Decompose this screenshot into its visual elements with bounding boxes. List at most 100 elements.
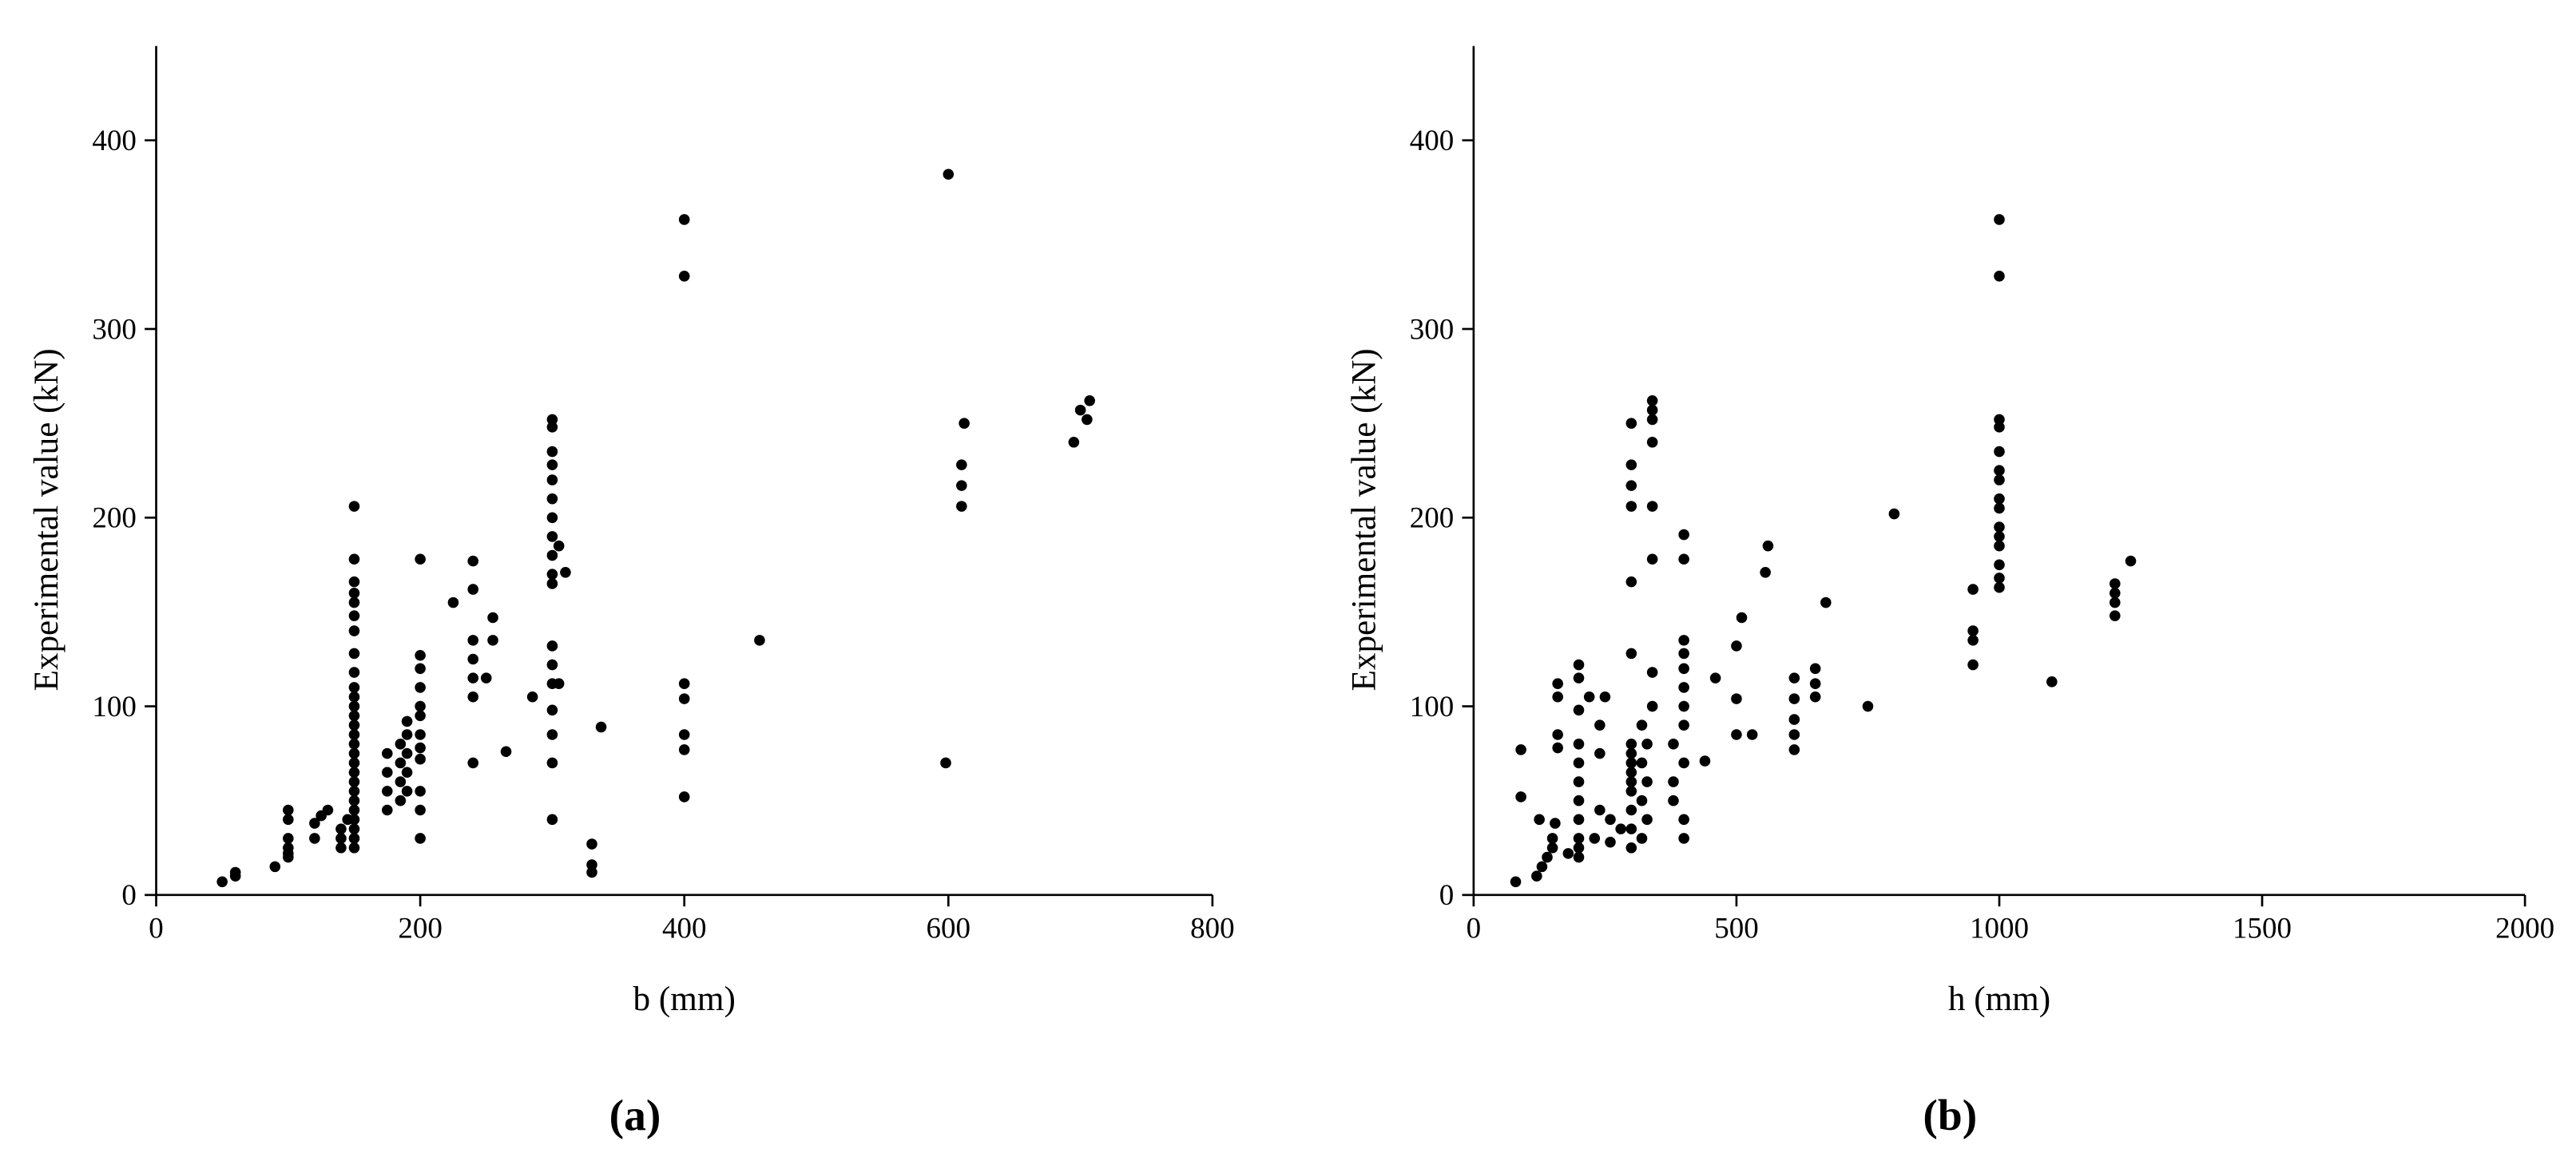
- data-point: [1625, 786, 1637, 797]
- data-point: [395, 757, 407, 769]
- data-point: [1820, 596, 1832, 608]
- x-tick-label: 2000: [2495, 912, 2554, 945]
- data-point: [415, 663, 426, 675]
- data-point: [1531, 870, 1542, 882]
- data-point: [1573, 704, 1585, 716]
- data-point: [546, 422, 558, 433]
- data-point: [348, 804, 360, 816]
- data-point: [1552, 742, 1563, 754]
- data-point: [1678, 719, 1689, 731]
- data-point: [1625, 501, 1637, 512]
- data-point: [1573, 851, 1585, 863]
- data-point: [348, 576, 360, 588]
- data-point: [1760, 567, 1771, 578]
- data-point: [1678, 700, 1689, 712]
- x-tick-label: 200: [398, 912, 443, 945]
- data-point: [1888, 508, 1900, 520]
- data-point: [1788, 693, 1800, 704]
- data-point: [1646, 501, 1658, 512]
- data-point: [415, 753, 426, 765]
- data-point: [1994, 422, 2005, 433]
- data-point: [1994, 493, 2005, 505]
- data-point: [348, 610, 360, 621]
- y-tick-label: 100: [92, 691, 137, 723]
- data-point: [480, 672, 492, 684]
- data-point: [1994, 414, 2005, 426]
- data-point: [586, 859, 597, 870]
- data-point: [678, 729, 690, 740]
- data-point: [269, 861, 281, 873]
- data-point: [678, 271, 690, 282]
- data-point: [1573, 757, 1585, 769]
- data-point: [1736, 612, 1748, 624]
- data-point: [1646, 700, 1658, 712]
- data-point: [1678, 529, 1689, 541]
- data-point: [395, 794, 407, 806]
- data-point: [348, 710, 360, 722]
- data-point: [1668, 739, 1679, 750]
- data-point: [1994, 521, 2005, 533]
- data-point: [348, 596, 360, 608]
- data-point: [546, 729, 558, 740]
- data-point: [467, 653, 479, 665]
- data-point: [546, 512, 558, 524]
- data-point: [467, 757, 479, 769]
- data-point: [348, 719, 360, 731]
- data-point: [1641, 739, 1653, 750]
- data-point: [348, 700, 360, 712]
- y-tick-label: 0: [121, 879, 137, 912]
- data-point: [401, 729, 413, 740]
- data-point: [415, 700, 426, 712]
- data-point: [754, 635, 765, 646]
- data-point: [1605, 814, 1616, 826]
- data-point: [283, 814, 294, 826]
- data-point: [1542, 851, 1553, 863]
- data-point: [348, 729, 360, 740]
- data-point: [595, 721, 607, 733]
- data-point: [1625, 767, 1637, 779]
- data-point: [348, 747, 360, 759]
- data-point: [415, 682, 426, 693]
- data-point: [553, 678, 565, 689]
- data-point: [1552, 729, 1563, 740]
- data-point: [1646, 436, 1658, 448]
- data-point: [1552, 678, 1563, 689]
- data-point: [335, 823, 347, 834]
- data-point: [1589, 833, 1601, 844]
- data-point: [1731, 640, 1742, 652]
- data-point: [348, 501, 360, 512]
- data-point: [546, 569, 558, 580]
- data-point: [553, 540, 565, 552]
- data-point: [1546, 842, 1558, 854]
- data-point: [1809, 678, 1821, 689]
- x-tick-label: 1500: [2233, 912, 2292, 945]
- y-tick-label: 100: [1410, 691, 1454, 723]
- data-point: [1082, 414, 1093, 426]
- data-point: [1573, 659, 1585, 671]
- data-point: [1994, 581, 2005, 593]
- data-point: [348, 691, 360, 703]
- data-point: [1625, 480, 1637, 491]
- data-point: [546, 640, 558, 652]
- data-point: [467, 555, 479, 567]
- data-point: [415, 786, 426, 797]
- data-point: [1573, 672, 1585, 684]
- data-point: [546, 704, 558, 716]
- x-axis-label: h (mm): [1948, 981, 2050, 1018]
- x-tick-label: 0: [149, 912, 164, 945]
- data-point: [546, 757, 558, 769]
- data-point: [348, 682, 360, 693]
- data-point: [1668, 776, 1679, 787]
- data-point: [1641, 814, 1653, 826]
- data-point: [1636, 794, 1648, 806]
- y-axis-label: Experimental value (kN): [28, 348, 65, 691]
- data-point: [2109, 588, 2121, 599]
- data-point: [1625, 823, 1637, 834]
- data-point: [335, 842, 347, 854]
- data-point: [1084, 394, 1095, 406]
- data-point: [1967, 584, 1979, 595]
- data-point: [1536, 861, 1548, 873]
- data-point: [1550, 818, 1561, 829]
- data-point: [1731, 693, 1742, 704]
